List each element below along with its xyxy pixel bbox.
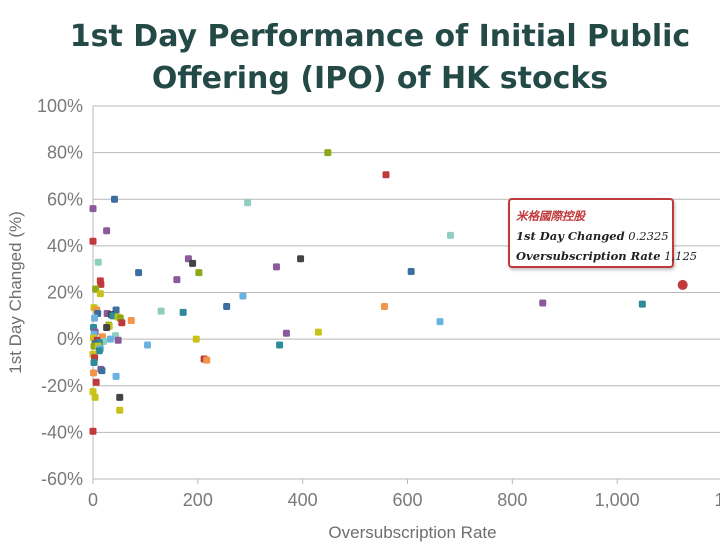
x-tick-label: 800 [497,490,527,510]
data-point[interactable] [89,427,97,435]
data-point[interactable] [98,367,106,375]
data-point[interactable] [91,393,99,401]
data-point[interactable] [89,205,97,213]
x-tick-label: 600 [392,490,422,510]
tooltip-value-1st-day-changed: 0.2325 [628,229,669,243]
data-point[interactable] [118,319,126,327]
data-point[interactable] [103,323,111,331]
data-point[interactable] [189,259,197,267]
data-point[interactable] [539,299,547,307]
y-tick-label: 100% [37,96,83,116]
tooltip-label-1st-day-changed: 1st Day Changed [516,229,625,243]
data-point[interactable] [276,341,284,349]
chart-title: 1st Day Performance of Initial Public Of… [0,16,720,100]
data-point[interactable] [203,356,211,364]
chart-title-line-1: 1st Day Performance of Initial Public [69,19,691,54]
tooltip-stock-name: 米格國際控股 [516,209,585,223]
data-point[interactable] [382,171,390,179]
data-point[interactable] [446,231,454,239]
data-point[interactable] [272,263,280,271]
data-point[interactable] [114,336,122,344]
data-point[interactable] [195,269,203,277]
data-point[interactable] [173,276,181,284]
data-point[interactable] [89,237,97,245]
y-tick-label: 40% [47,236,83,256]
x-tick-label: 0 [88,490,98,510]
data-point[interactable] [92,378,100,386]
data-point[interactable] [638,300,646,308]
tooltip-label-oversubscription-rate: Oversubscription Rate [516,249,661,263]
data-point[interactable] [94,258,102,266]
chart-title-line-2: Offering (IPO) of HK stocks [151,61,609,96]
tooltip-row-oversubscription-rate: Oversubscription Rate 1,125 [516,246,697,266]
data-point[interactable] [103,227,111,235]
data-point[interactable] [90,369,98,377]
data-point[interactable] [95,347,103,355]
data-point[interactable] [157,307,165,315]
data-point[interactable] [244,199,252,207]
data-point[interactable] [106,335,114,343]
x-tick-label: 400 [288,490,318,510]
data-point[interactable] [116,406,124,414]
data-point[interactable] [97,280,105,288]
data-point[interactable] [192,335,200,343]
data-point[interactable] [297,255,305,263]
y-tick-label: 80% [47,143,83,163]
data-point[interactable] [314,328,322,336]
data-point[interactable] [677,279,688,290]
y-axis-label: 1st Day Changed (%) [6,211,25,374]
tooltip-row-1st-day-changed: 1st Day Changed 0.2325 [516,226,672,246]
x-axis-label: Oversubscription Rate [328,523,496,542]
data-point[interactable] [96,290,104,298]
x-tick-label: 200 [183,490,213,510]
y-tick-label: -60% [41,469,83,489]
data-point[interactable] [91,314,99,322]
y-tick-label: -40% [41,422,83,442]
data-point[interactable] [179,308,187,316]
data-point[interactable] [89,388,97,396]
data-point[interactable] [112,372,120,380]
data-point[interactable] [135,269,143,277]
data-point[interactable] [144,341,152,349]
y-tick-label: -20% [41,376,83,396]
x-tick-label: 1, [714,490,720,510]
data-point[interactable] [324,149,332,157]
data-point[interactable] [110,195,118,203]
data-point[interactable] [436,318,444,326]
y-tick-label: 60% [47,189,83,209]
y-tick-label: 0% [57,329,83,349]
tooltip-value-oversubscription-rate: 1,125 [664,249,698,263]
data-point[interactable] [223,302,231,310]
y-axis-ticks: -60% -40% -20% 0% 20% 40% 60% 80% 100% [37,96,83,489]
data-point[interactable] [407,268,415,276]
data-points [89,149,688,435]
data-point[interactable] [127,316,135,324]
data-point[interactable] [90,358,98,366]
x-axis-ticks: 0 200 400 600 800 1,000 1, [88,479,720,510]
data-point[interactable] [282,329,290,337]
point-tooltip: 米格國際控股 1st Day Changed 0.2325 Oversubscr… [508,198,697,268]
data-point[interactable] [239,292,247,300]
y-tick-label: 20% [47,283,83,303]
gridlines [93,105,720,433]
data-point[interactable] [116,393,124,401]
x-tick-label: 1,000 [595,490,640,510]
data-point[interactable] [380,302,388,310]
